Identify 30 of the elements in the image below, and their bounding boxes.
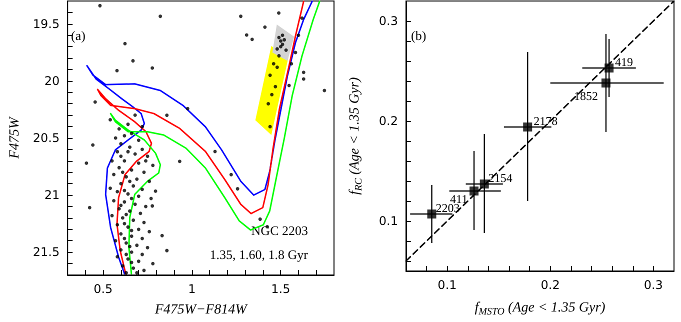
point [523, 122, 532, 132]
y-tick-label: 0.3 [378, 14, 398, 28]
x-tick-label: 1.5 [271, 282, 290, 296]
y-tick-label: 21 [44, 188, 60, 202]
point [480, 180, 489, 188]
point [470, 186, 479, 196]
annotation: 419 [615, 55, 634, 69]
annotation: 2154 [488, 171, 512, 185]
y-tick-label: 20 [44, 74, 60, 88]
y-tick-label: 21.5 [32, 245, 60, 260]
y-axis-title: F475W [8, 116, 22, 160]
y-tick-label: 20.5 [32, 131, 60, 145]
annotation: 1852 [574, 89, 598, 103]
point [427, 210, 436, 218]
x-tick-label: 0.3 [644, 278, 663, 292]
annotation: (a) [71, 28, 86, 43]
x-axis-title: F475W−F814W [154, 302, 248, 318]
y-tick-label: 19.5 [32, 16, 60, 31]
x-tick-label: 0.5 [94, 282, 113, 296]
y-tick-label: 0.1 [378, 214, 398, 228]
annotation: 2178 [534, 114, 558, 128]
y-tick-label: 0.2 [378, 114, 398, 128]
point [601, 78, 610, 88]
annotation: (b) [411, 28, 426, 43]
annotation: 1.35, 1.60, 1.8 Gyr [210, 247, 309, 262]
point [604, 64, 614, 72]
x-tick-label: 0.2 [540, 278, 560, 292]
y-axis-title: fRC (Age < 1.35 Gyr) [348, 76, 364, 195]
x-tick-label: 0.1 [438, 278, 457, 292]
x-tick-label: 1 [188, 282, 196, 296]
